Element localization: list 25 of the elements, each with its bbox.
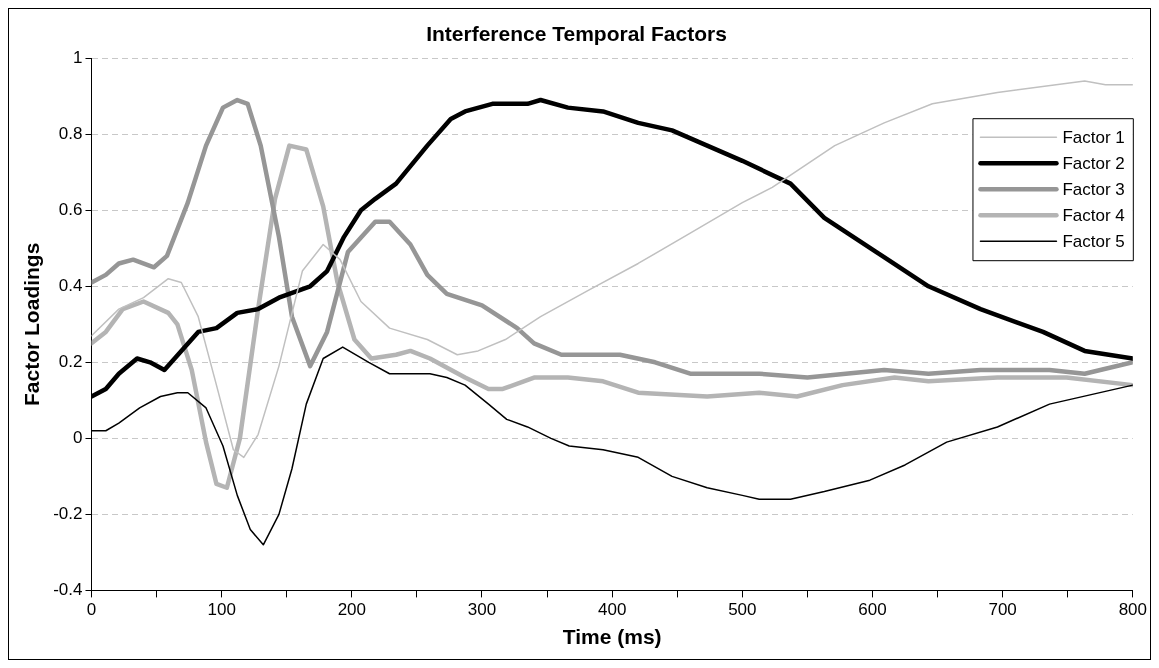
x-tick-label: 700 (988, 600, 1017, 620)
x-tick-label: 500 (728, 600, 757, 620)
y-tick-label: -0.2 (53, 504, 83, 524)
x-tick-label: 400 (597, 600, 627, 620)
x-tick-label: 0 (86, 600, 97, 620)
y-tick-label: 0.6 (58, 199, 83, 219)
legend-label: Factor 4 (1062, 205, 1125, 225)
x-axis-title: Time (ms) (562, 625, 662, 649)
y-tick-label: 0 (73, 428, 83, 448)
x-tick-label: 600 (858, 600, 887, 620)
chart-title: Interference Temporal Factors (426, 22, 727, 46)
y-tick-label: 1 (73, 47, 83, 67)
x-tick-label: 300 (467, 600, 497, 620)
x-tick-label: 800 (1118, 600, 1148, 620)
y-tick-label: 0.2 (58, 352, 83, 371)
legend-label: Factor 3 (1062, 179, 1125, 199)
y-tick-label: -0.4 (53, 580, 83, 600)
legend-label: Factor 2 (1062, 153, 1125, 173)
x-tick-label: 100 (207, 600, 236, 620)
legend-label: Factor 5 (1062, 231, 1125, 251)
legend-label: Factor 1 (1062, 127, 1125, 147)
x-tick-label: 200 (337, 600, 367, 620)
y-axis-title: Factor Loadings (20, 242, 44, 406)
y-tick-label: 0.8 (58, 123, 83, 143)
y-tick-label: 0.4 (58, 275, 83, 295)
